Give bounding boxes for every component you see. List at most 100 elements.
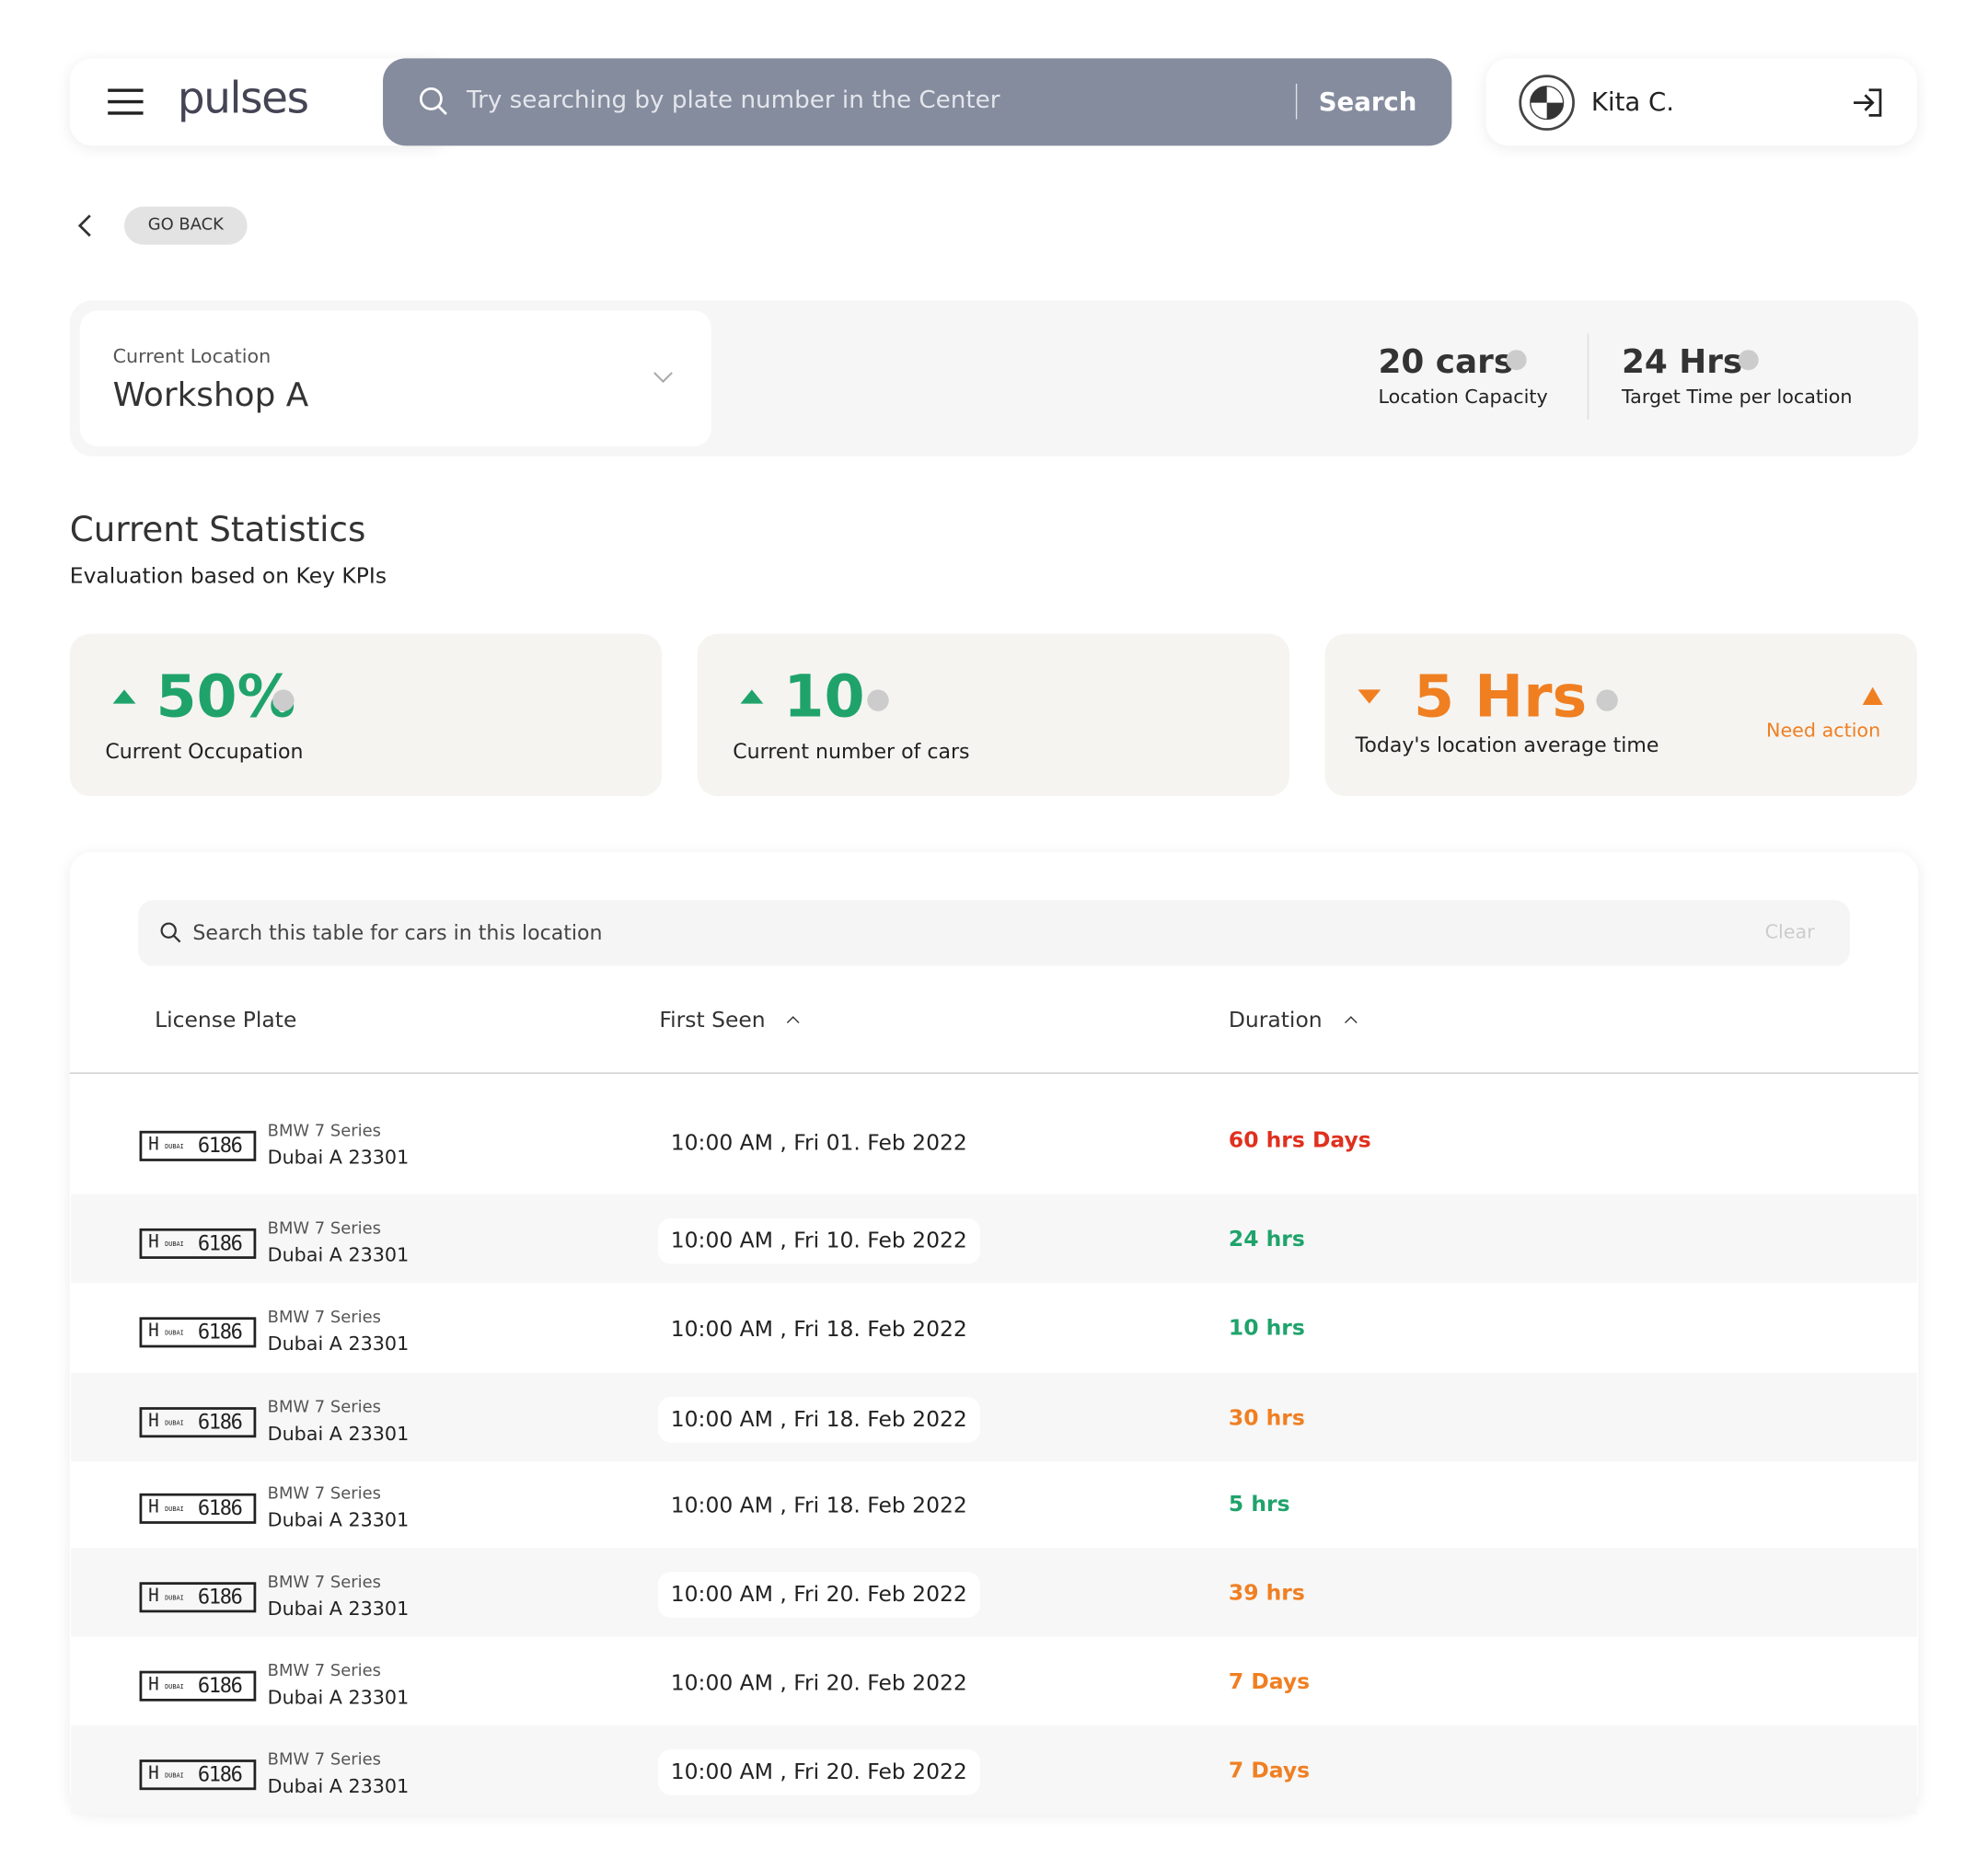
plate-code: H: [148, 1411, 159, 1432]
kpi-card: 10 Current number of cars: [697, 633, 1290, 797]
help-icon[interactable]: [1738, 350, 1759, 371]
search-icon: [160, 922, 181, 943]
location-name: Workshop A: [112, 376, 309, 415]
plate-code: H: [148, 1674, 159, 1695]
kpi-value: 5 Hrs: [1414, 662, 1588, 731]
trend-arrow: [1358, 689, 1381, 704]
car-location: Dubai A 23301: [267, 1686, 410, 1710]
plate-code: H: [148, 1321, 159, 1342]
car-model: BMW 7 Series: [267, 1398, 381, 1418]
plate-emirate: DUBAI: [165, 1506, 184, 1514]
first-seen: 10:00 AM , Fri 18. Feb 2022: [657, 1397, 980, 1443]
plate-number: 6186: [197, 1673, 243, 1698]
column-header: License Plate: [155, 1008, 297, 1033]
license-plate: H DUBAI 6186: [139, 1493, 257, 1524]
target-value: 24 Hrs: [1621, 343, 1743, 382]
car-model: BMW 7 Series: [267, 1219, 381, 1239]
first-seen: 10:00 AM , Fri 10. Feb 2022: [657, 1217, 980, 1264]
global-search[interactable]: Try searching by plate number in the Cen…: [383, 58, 1452, 146]
table-row: H DUBAI 6186 BMW 7 Series Dubai A 23301 10:00…: [71, 1372, 1917, 1462]
car-model: BMW 7 Series: [267, 1484, 381, 1504]
car-model: BMW 7 Series: [267, 1308, 381, 1328]
car-location: Dubai A 23301: [267, 1243, 410, 1267]
help-icon[interactable]: [272, 689, 295, 711]
search-placeholder: Try searching by plate number in the Cen…: [466, 86, 1000, 114]
section-subtitle: Evaluation based on Key KPIs: [69, 564, 387, 590]
first-seen: 10:00 AM , Fri 18. Feb 2022: [657, 1307, 980, 1353]
plate-emirate: DUBAI: [165, 1683, 184, 1691]
car-location: Dubai A 23301: [267, 1508, 410, 1532]
bmw-logo: [1519, 75, 1575, 131]
duration: 10 hrs: [1228, 1315, 1305, 1342]
duration: 39 hrs: [1228, 1580, 1305, 1607]
table-row: H DUBAI 6186 BMW 7 Series Dubai A 23301 10:00…: [71, 1283, 1917, 1371]
alert-label[interactable]: Need action: [1765, 719, 1881, 742]
license-plate: H DUBAI 6186: [139, 1130, 257, 1161]
plate-code: H: [148, 1586, 159, 1607]
first-seen: 10:00 AM , Fri 20. Feb 2022: [657, 1749, 980, 1795]
duration: 60 hrs Days: [1228, 1128, 1371, 1154]
table-card: Search this table for cars in this locat…: [69, 851, 1919, 1813]
menu-icon[interactable]: [108, 88, 144, 116]
kpi-label: Current Occupation: [105, 739, 304, 764]
duration: 5 hrs: [1228, 1492, 1290, 1517]
plate-number: 6186: [197, 1761, 243, 1787]
car-model: BMW 7 Series: [267, 1573, 381, 1593]
car-location: Dubai A 23301: [267, 1332, 410, 1356]
plate-number: 6186: [197, 1133, 243, 1158]
first-seen: 10:00 AM , Fri 18. Feb 2022: [657, 1483, 980, 1529]
license-plate: H DUBAI 6186: [139, 1407, 257, 1438]
table-row: H DUBAI 6186 BMW 7 Series Dubai A 23301 10:00…: [71, 1636, 1917, 1725]
kpi-card: 50% Current Occupation: [69, 633, 663, 797]
section-title: Current Statistics: [69, 511, 366, 550]
table-row: H DUBAI 6186 BMW 7 Series Dubai A 23301 10:00…: [71, 1459, 1917, 1548]
kpi-value: 10: [783, 662, 865, 731]
first-seen: 10:00 AM , Fri 01. Feb 2022: [657, 1120, 980, 1167]
logout-icon[interactable]: [1851, 87, 1884, 118]
kpi-value: 50%: [156, 662, 296, 731]
target-label: Target Time per location: [1621, 385, 1853, 409]
car-model: BMW 7 Series: [267, 1662, 381, 1681]
chevron-down: [653, 372, 673, 384]
column-header[interactable]: First Seen: [659, 1008, 766, 1033]
table-row: H DUBAI 6186 BMW 7 Series Dubai A 23301 10:00…: [71, 1548, 1917, 1637]
plate-code: H: [148, 1232, 159, 1253]
search-button[interactable]: Search: [1318, 86, 1417, 117]
location-label: Current Location: [112, 344, 272, 368]
clear-button[interactable]: Clear: [1764, 920, 1815, 943]
plate-number: 6186: [197, 1585, 243, 1609]
kpi-card: 5 Hrs Today's location average time Need a…: [1324, 633, 1917, 797]
back-arrow[interactable]: [76, 213, 94, 238]
search-icon: [419, 87, 447, 115]
column-header[interactable]: Duration: [1228, 1008, 1323, 1033]
help-icon[interactable]: [867, 689, 889, 711]
table-row: H DUBAI 6186 BMW 7 Series Dubai A 23301 10:00…: [71, 1194, 1917, 1284]
capacity-value: 20 cars: [1378, 343, 1514, 382]
help-icon[interactable]: [1596, 689, 1618, 711]
duration: 7 Days: [1228, 1758, 1311, 1784]
plate-emirate: DUBAI: [165, 1419, 184, 1428]
duration: 24 hrs: [1228, 1227, 1305, 1253]
kpi-label: Today's location average time: [1355, 733, 1659, 757]
plate-emirate: DUBAI: [165, 1240, 184, 1249]
table-row: H DUBAI 6186 BMW 7 Series Dubai A 23301 10:00…: [71, 1097, 1917, 1185]
location-select[interactable]: Current Location Workshop A: [79, 310, 711, 446]
go-back-button[interactable]: GO BACK: [124, 206, 248, 245]
plate-code: H: [148, 1763, 159, 1784]
car-model: BMW 7 Series: [267, 1122, 381, 1141]
first-seen: 10:00 AM , Fri 20. Feb 2022: [657, 1572, 980, 1618]
license-plate: H DUBAI 6186: [139, 1759, 257, 1791]
plate-number: 6186: [197, 1495, 243, 1520]
user-name: Kita C.: [1590, 86, 1675, 117]
user-bar: Kita C.: [1485, 58, 1917, 146]
plate-emirate: DUBAI: [165, 1771, 184, 1781]
divider: [1587, 333, 1589, 420]
help-icon[interactable]: [1506, 350, 1527, 371]
license-plate: H DUBAI 6186: [139, 1582, 257, 1613]
license-plate: H DUBAI 6186: [139, 1317, 257, 1348]
plate-code: H: [148, 1496, 159, 1517]
table-row: H DUBAI 6186 BMW 7 Series Dubai A 23301 10:00…: [71, 1725, 1917, 1815]
plate-emirate: DUBAI: [165, 1330, 184, 1338]
table-search[interactable]: Search this table for cars in this locat…: [138, 900, 1850, 966]
